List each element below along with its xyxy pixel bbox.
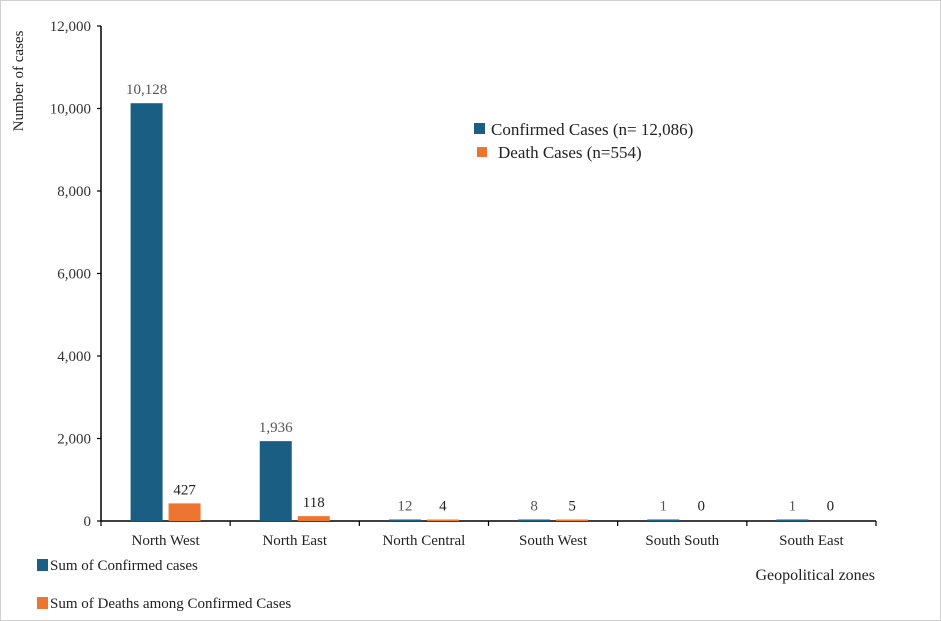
series-legend-label-deaths: Sum of Deaths among Confirmed Cases [50,596,291,612]
x-tick-label: North West [132,533,201,549]
bar-confirmed-south-west [518,519,551,521]
data-label-deaths: 0 [827,499,835,515]
data-label-confirmed: 1 [660,499,668,515]
data-label-confirmed: 8 [530,499,538,515]
bar-deaths-north-central [426,519,459,521]
data-label-deaths: 0 [698,499,706,515]
bar-confirmed-south-south [647,519,680,521]
y-tick-label: 10,000 [50,102,91,118]
legend-swatch-deaths [477,147,487,157]
x-tick-label: North Central [382,533,465,549]
bar-confirmed-north-east [259,441,292,521]
bar-confirmed-north-central [388,519,421,521]
bar-deaths-north-east [297,516,330,521]
data-label-confirmed: 1,936 [259,420,293,436]
series-legend-swatch-confirmed [37,559,48,571]
data-label-deaths: 118 [303,495,325,511]
data-label-deaths: 427 [173,482,196,498]
legend-label-deaths: Death Cases (n=554) [498,143,642,162]
annotation-legend: Confirmed Cases (n= 12,086) Death Cases … [474,120,693,162]
legend-label-confirmed: Confirmed Cases (n= 12,086) [491,120,693,139]
y-axis-title: Number of cases [11,30,27,131]
data-label-confirmed: 10,128 [126,82,167,98]
bar-deaths-south-west [556,519,589,521]
x-axis: North West North East North Central South W… [100,520,877,549]
data-label-confirmed: 1 [789,499,797,515]
data-label-deaths: 5 [568,499,576,515]
legend-swatch-confirmed [474,123,485,134]
data-label-confirmed: 12 [397,499,412,515]
y-tick-label: 4,000 [57,349,91,365]
series-legend-label-confirmed: Sum of Confirmed cases [50,558,198,574]
data-labels: 10,128 1,936 12 8 1 1 427 118 4 5 0 0 [126,82,834,514]
bars [130,103,809,521]
y-axis: 0 2,000 4,000 6,000 8,000 10,000 12,000 [50,19,102,530]
x-axis-title: Geopolitical zones [755,567,875,584]
x-tick-label: South West [519,533,588,549]
bar-confirmed-south-east [776,519,809,521]
x-tick-label: South South [645,533,719,549]
bar-confirmed-north-west [130,103,163,521]
bar-deaths-north-west [168,503,201,521]
y-tick-label: 12,000 [50,19,91,35]
y-tick-label: 6,000 [57,267,91,283]
y-tick-label: 8,000 [57,184,91,200]
x-tick-label: North East [262,533,327,549]
y-tick-label: 0 [84,514,92,530]
x-tick-label: South East [779,533,844,549]
y-tick-label: 2,000 [57,432,91,448]
series-legend: Sum of Confirmed cases Sum of Deaths amo… [37,558,291,612]
series-legend-swatch-deaths [37,597,48,609]
data-label-deaths: 4 [439,499,447,515]
